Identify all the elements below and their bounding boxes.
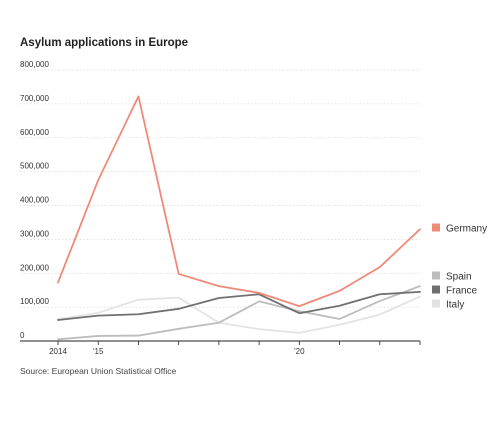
x-tick-label: '20 [294,347,305,356]
y-tick-label: 600,000 [20,128,49,137]
x-tick-label: 2014 [49,347,67,356]
x-axis: 2014 '15 '20 [20,340,421,356]
series-lines [57,95,421,341]
y-tick-label: 500,000 [20,162,49,171]
series-line-germany [57,95,421,308]
y-tick-label: 800,000 [20,60,49,69]
y-tick-label: 400,000 [20,196,49,205]
series-line-france [57,290,421,321]
source-note: Source: European Union Statistical Offic… [20,366,177,376]
gridlines [20,69,420,308]
y-axis-ticks: 0 100,000 200,000 300,000 400,000 500,000 600,… [20,60,49,340]
legend-label-spain: Spain [446,272,472,283]
legend-label-italy: Italy [446,300,464,311]
legend-swatch-france [432,285,440,294]
y-tick-label: 100,000 [20,297,49,306]
y-tick-label: 0 [20,331,25,340]
y-tick-label: 200,000 [20,263,49,272]
legend-swatch-spain [432,271,440,280]
legend: Germany Spain France Italy [432,223,487,311]
y-tick-label: 300,000 [20,229,49,238]
x-tick-label: '15 [93,347,104,356]
series-line-spain [57,285,421,341]
legend-swatch-germany [432,223,440,232]
legend-label-germany: Germany [446,224,487,235]
series-line-italy [57,295,421,334]
legend-swatch-italy [432,299,440,308]
chart-title: Asylum applications in Europe [20,37,189,49]
legend-label-france: France [446,286,478,297]
y-tick-label: 700,000 [20,94,49,103]
